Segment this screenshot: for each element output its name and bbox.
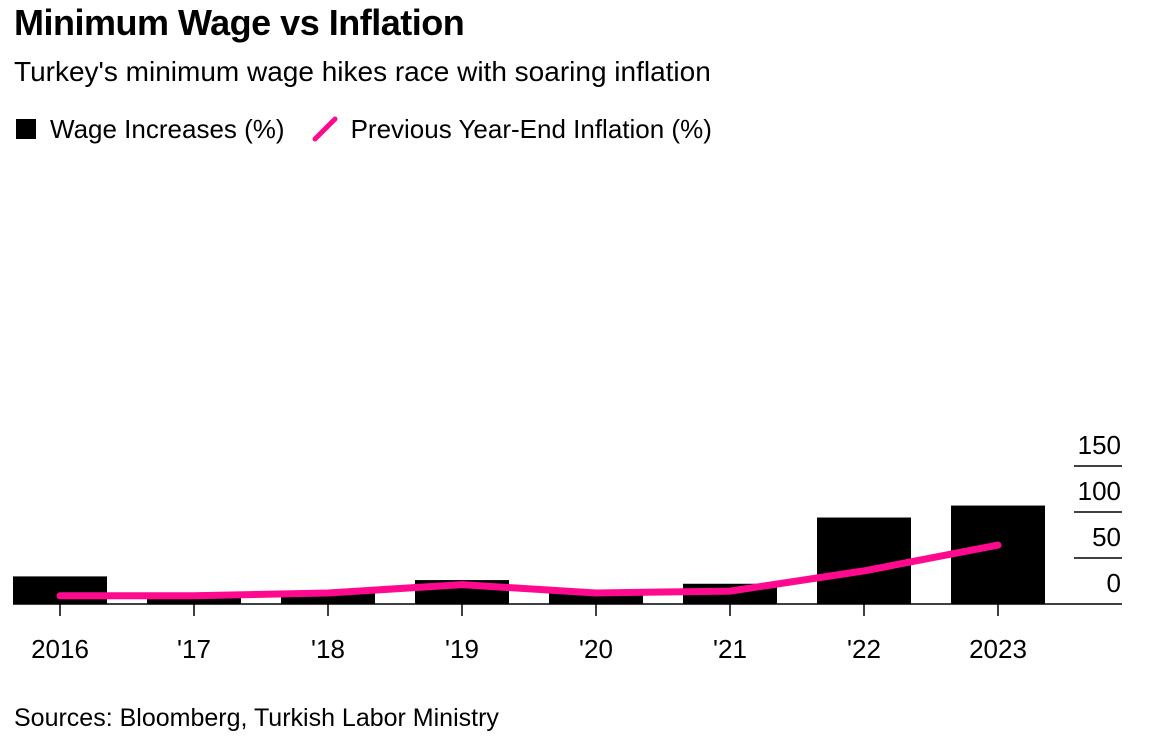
square-swatch-icon — [16, 119, 36, 139]
legend-item-wage: Wage Increases (%) — [16, 114, 285, 145]
pink-line-swatch-icon — [312, 116, 338, 142]
source-note: Sources: Bloomberg, Turkish Labor Minist… — [14, 704, 499, 732]
chart-subtitle: Turkey's minimum wage hikes race with so… — [14, 56, 711, 87]
x-tick-label-6: '21 — [713, 634, 747, 664]
chart-title: Minimum Wage vs Inflation — [14, 2, 465, 43]
x-tick-label-4: '19 — [445, 634, 479, 664]
legend-label-wage: Wage Increases (%) — [50, 113, 285, 144]
bar-7 — [817, 517, 911, 604]
x-tick-label-1: 2016 — [31, 634, 89, 664]
inflation-line — [56, 541, 1002, 600]
bar-1 — [13, 576, 107, 604]
y-tick-label-0: 0 — [1107, 568, 1121, 598]
x-tick-label-8: 2023 — [969, 634, 1027, 664]
legend: Wage Increases (%) Previous Year-End Inf… — [16, 112, 738, 146]
x-tick-label-3: '18 — [311, 634, 345, 664]
bar-2 — [147, 596, 241, 604]
x-tick-label-2: '17 — [177, 634, 211, 664]
y-tick-label-50: 50 — [1092, 522, 1121, 552]
legend-item-inflation: Previous Year-End Inflation (%) — [311, 114, 712, 145]
x-tick-label-7: '22 — [847, 634, 881, 664]
legend-label-inflation: Previous Year-End Inflation (%) — [350, 113, 712, 144]
y-tick-label-100: 100 — [1078, 476, 1121, 506]
bar-8 — [951, 505, 1045, 604]
y-tick-label-150: 150 — [1078, 430, 1121, 460]
x-tick-label-5: '20 — [579, 634, 613, 664]
